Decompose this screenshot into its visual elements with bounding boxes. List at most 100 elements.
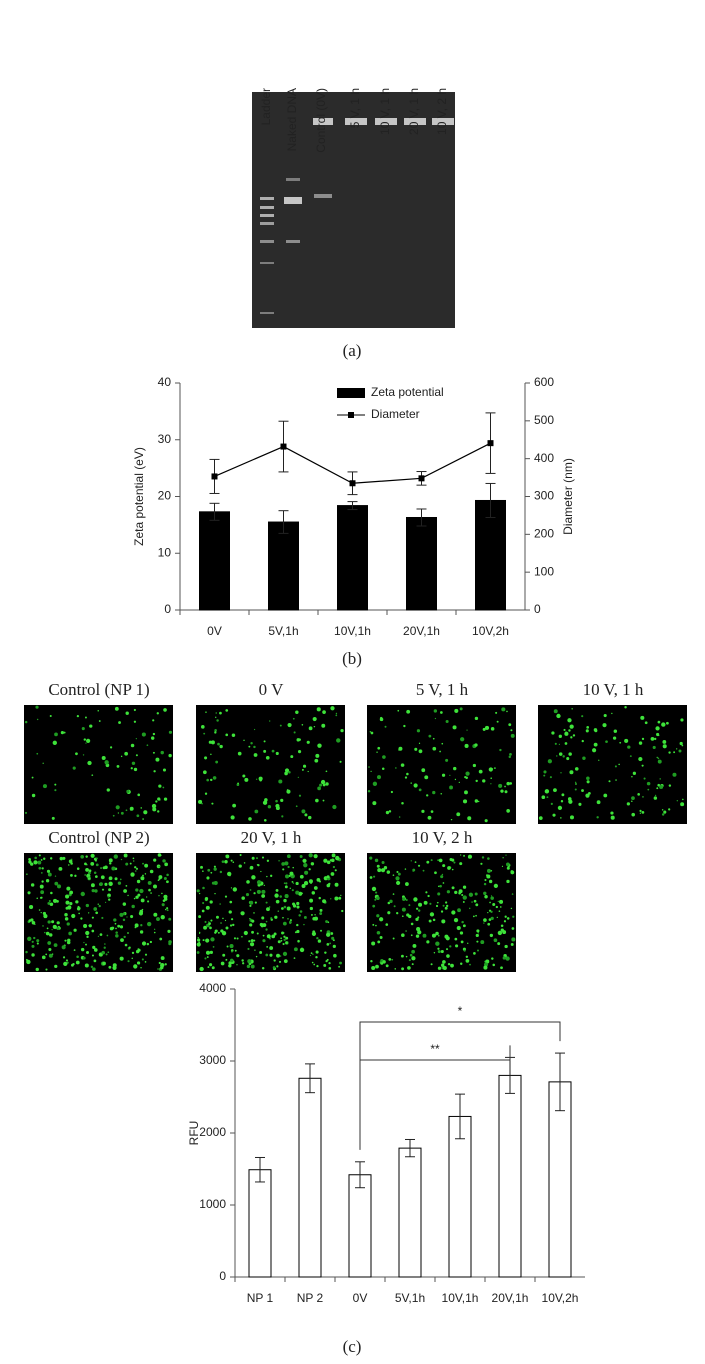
cell	[125, 809, 128, 812]
cell	[36, 942, 39, 945]
cell	[377, 775, 382, 780]
cell	[422, 869, 425, 872]
cell	[140, 807, 143, 809]
cell	[269, 953, 273, 957]
cell	[453, 861, 456, 864]
cell	[499, 899, 504, 904]
micrograph-bg	[196, 705, 345, 824]
cell	[140, 924, 143, 927]
cell	[295, 805, 298, 808]
cell	[493, 883, 498, 888]
cell	[385, 923, 389, 926]
cell	[207, 966, 210, 969]
cell	[251, 875, 256, 880]
cell	[248, 745, 251, 748]
cell	[662, 740, 667, 744]
cell	[376, 930, 381, 935]
cell	[42, 784, 47, 789]
cell	[315, 955, 318, 959]
cell	[544, 789, 550, 794]
cell	[109, 746, 113, 749]
cell	[433, 709, 438, 713]
cell	[504, 944, 508, 949]
cell	[385, 964, 389, 968]
cell	[54, 881, 59, 886]
cell	[288, 770, 291, 774]
cell	[270, 874, 273, 877]
micrograph-title: 20 V, 1 h	[241, 828, 302, 847]
cell	[114, 877, 118, 881]
cell	[293, 731, 296, 734]
cell	[434, 871, 437, 875]
cell	[36, 752, 39, 755]
cell	[242, 962, 245, 965]
cell	[106, 934, 109, 937]
cell	[95, 859, 97, 862]
cell	[379, 716, 383, 720]
cell	[112, 965, 117, 970]
cell	[646, 781, 651, 786]
cell	[142, 862, 144, 865]
cell	[503, 920, 507, 923]
cell	[329, 942, 332, 945]
cell	[320, 779, 326, 785]
cell	[414, 861, 417, 863]
cell	[238, 864, 242, 868]
cell	[51, 953, 54, 955]
cell	[130, 767, 133, 770]
cell	[392, 937, 395, 940]
cell	[116, 764, 120, 768]
cell	[210, 753, 212, 756]
cell	[69, 890, 74, 895]
cell	[243, 930, 248, 936]
cell	[34, 923, 36, 926]
cell	[384, 725, 387, 728]
cell	[411, 949, 415, 954]
cell	[377, 940, 381, 944]
cell	[46, 869, 51, 873]
cell	[86, 935, 89, 939]
cell	[290, 755, 294, 759]
cell	[42, 925, 44, 927]
cell	[33, 860, 38, 865]
cell	[275, 899, 280, 904]
cell	[100, 867, 102, 869]
cell	[249, 904, 252, 907]
cell	[501, 865, 504, 867]
cell	[458, 781, 460, 784]
cell	[130, 743, 135, 748]
legend-label: Zeta potential	[371, 385, 444, 399]
cell	[309, 954, 312, 957]
cell	[161, 892, 163, 895]
cell	[424, 775, 429, 780]
cell	[377, 746, 381, 750]
y2-tick-label: 100	[534, 564, 554, 578]
cell	[53, 943, 58, 948]
cell	[299, 947, 305, 953]
cell	[42, 762, 44, 764]
x-tick-label: 10V,1h	[442, 1291, 479, 1305]
cell	[449, 785, 453, 790]
cell	[206, 956, 209, 958]
cell	[410, 934, 413, 937]
cell	[394, 968, 397, 970]
cell	[643, 777, 646, 780]
cell	[236, 964, 238, 966]
cell	[614, 765, 617, 768]
cell	[237, 751, 242, 756]
cell	[45, 968, 48, 971]
cell	[331, 858, 335, 863]
cell	[280, 937, 283, 940]
cell	[242, 774, 246, 778]
cell	[499, 748, 502, 752]
cell	[83, 738, 86, 741]
cell	[146, 744, 149, 747]
cell	[241, 896, 245, 900]
gel-bands	[260, 118, 454, 314]
cell	[465, 771, 470, 776]
cell	[475, 914, 477, 917]
cell	[631, 775, 633, 778]
cell	[275, 751, 279, 756]
cell	[86, 738, 91, 744]
